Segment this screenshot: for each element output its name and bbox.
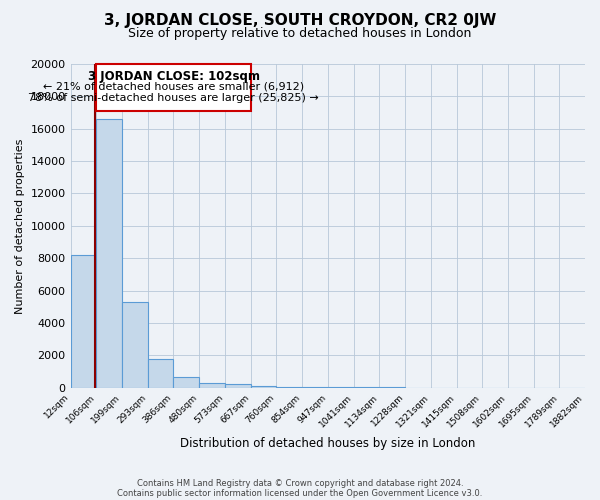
Text: 3 JORDAN CLOSE: 102sqm: 3 JORDAN CLOSE: 102sqm [88, 70, 260, 84]
Bar [173, 377, 199, 388]
Text: 78% of semi-detached houses are larger (25,825) →: 78% of semi-detached houses are larger (… [28, 93, 319, 103]
Bar [122, 302, 148, 388]
Text: Size of property relative to detached houses in London: Size of property relative to detached ho… [128, 28, 472, 40]
Text: Contains public sector information licensed under the Open Government Licence v3: Contains public sector information licen… [118, 488, 482, 498]
Y-axis label: Number of detached properties: Number of detached properties [15, 138, 25, 314]
X-axis label: Distribution of detached houses by size in London: Distribution of detached houses by size … [180, 437, 475, 450]
Text: Contains HM Land Registry data © Crown copyright and database right 2024.: Contains HM Land Registry data © Crown c… [137, 478, 463, 488]
Bar [277, 387, 302, 388]
Bar [199, 383, 225, 388]
Bar [251, 386, 277, 388]
Bar [148, 360, 173, 388]
Bar [225, 384, 251, 388]
Bar [71, 255, 97, 388]
Text: ← 21% of detached houses are smaller (6,912): ← 21% of detached houses are smaller (6,… [43, 82, 304, 92]
Text: 3, JORDAN CLOSE, SOUTH CROYDON, CR2 0JW: 3, JORDAN CLOSE, SOUTH CROYDON, CR2 0JW [104, 12, 496, 28]
Bar [97, 119, 122, 388]
FancyBboxPatch shape [97, 64, 251, 111]
